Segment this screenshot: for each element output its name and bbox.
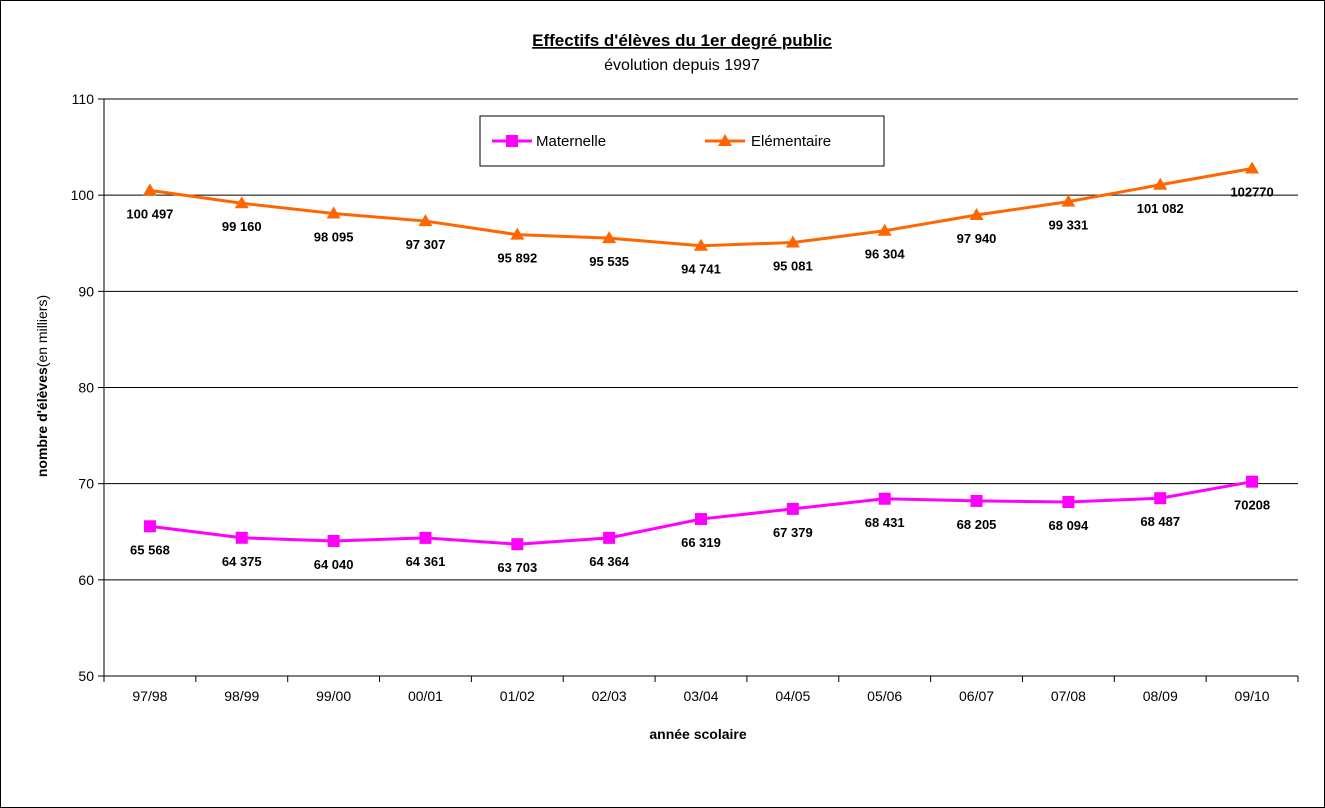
data-label: 64 375 [222,554,262,569]
data-point [785,235,800,248]
legend-box [479,115,885,167]
data-point [694,238,708,251]
data-label: 64 361 [406,554,446,569]
data-label: 67 379 [773,525,813,540]
y-tick-label: 90 [78,283,94,299]
data-label: 68 431 [865,515,905,530]
data-label: 99 331 [1049,218,1089,233]
data-label: 95 535 [589,254,629,269]
y-tick-label: 70 [78,476,94,492]
x-tick-label: 99/00 [316,688,351,704]
legend-marker-elementaire [718,134,732,146]
data-label: 66 319 [681,535,721,550]
data-label: 64 040 [314,557,354,572]
x-tick-label: 09/10 [1235,688,1270,704]
data-point [602,231,617,244]
data-label: 94 741 [681,262,721,277]
data-point [235,531,248,544]
x-tick-label: 04/05 [775,688,810,704]
y-axis-label-main: nombre d'élèves [34,367,50,477]
data-point [1061,194,1076,207]
y-tick-label: 100 [71,187,95,203]
chart-title: Effectifs d'élèves du 1er degré public [532,31,832,50]
x-tick-label: 08/09 [1143,688,1178,704]
data-point [1246,475,1259,488]
y-tick-label: 110 [72,91,95,107]
data-point [1153,177,1168,190]
data-label: 96 304 [865,247,906,262]
x-tick-label: 01/02 [500,688,535,704]
legend-label-maternelle: Maternelle [536,133,606,150]
x-axis-label: année scolaire [649,726,746,742]
data-label: 63 703 [497,560,537,575]
data-label: 68 487 [1140,514,1180,529]
x-tick-label: 98/99 [224,688,259,704]
data-label: 68 205 [957,517,997,532]
x-tick-label: 07/08 [1051,688,1086,704]
y-axis-label-unit: (en milliers) [34,295,50,367]
data-label: 68 094 [1049,518,1090,533]
data-point [510,227,525,240]
chart-subtitle: évolution depuis 1997 [604,57,760,74]
x-tick-label: 06/07 [959,688,994,704]
axes [98,98,1299,682]
legend-label-elementaire: Elémentaire [751,133,831,150]
data-label: 101 082 [1137,201,1184,216]
data-label: 65 568 [130,542,170,557]
data-label: 95 081 [773,258,813,273]
data-label: 64 364 [589,554,630,569]
data-point [418,214,433,227]
data-point [786,502,799,515]
data-point [877,223,892,236]
data-point [970,494,983,507]
data-point [1154,492,1167,505]
data-label: 99 160 [222,219,262,234]
data-point [878,492,891,505]
x-tick-labels: 97/98 98/99 99/00 00/01 01/02 02/03 03/04 04/05… [132,688,1269,704]
data-point [695,513,707,526]
y-tick-label: 80 [78,380,94,396]
data-point [234,196,249,209]
data-point [419,531,432,544]
data-label: 100 497 [126,206,173,221]
x-tick-label: 03/04 [683,688,718,704]
data-label: 70208 [1234,498,1270,513]
y-tick-labels: 50 60 70 80 90 100 110 [71,91,95,684]
data-point [1062,495,1075,508]
data-point [327,534,340,547]
data-point [143,520,156,533]
data-label: 98 095 [314,229,354,244]
data-label: 97 940 [957,231,997,246]
x-tick-label: 00/01 [408,688,443,704]
data-label: 102770 [1230,185,1273,200]
data-point [511,538,524,551]
x-tick-label: 02/03 [592,688,627,704]
data-point [142,183,157,196]
data-point [326,206,341,219]
data-point [1245,161,1260,174]
x-tick-label: 05/06 [867,688,902,704]
legend-marker-maternelle [506,135,518,147]
data-label: 97 307 [406,237,446,252]
series-group: 65 568 64 375 64 040 64 361 63 703 64 364 66 3… [126,161,1274,575]
data-point [603,531,616,544]
gridlines [104,98,1298,581]
data-point [969,207,984,220]
y-axis-label: nombre d'élèves(en milliers) [34,295,50,477]
data-label: 95 892 [497,251,537,266]
legend: Maternelle Elémentaire [479,115,885,167]
y-tick-label: 60 [78,572,94,588]
x-tick-label: 97/98 [132,688,167,704]
y-tick-label: 50 [78,668,94,684]
